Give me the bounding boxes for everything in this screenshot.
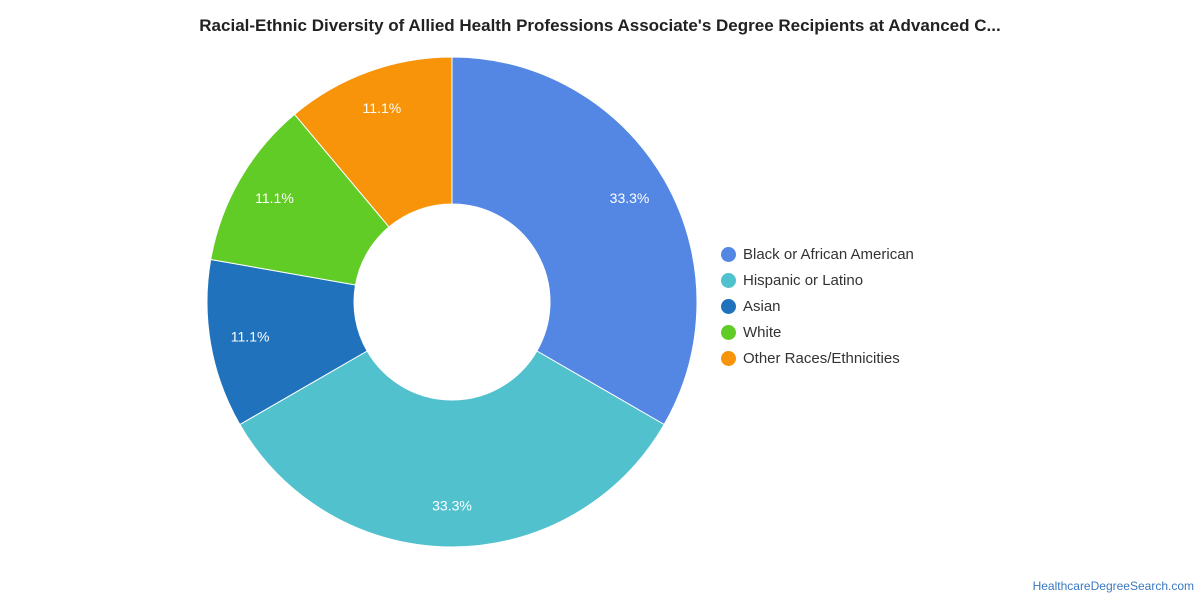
slice-data-label: 11.1% (231, 328, 270, 344)
legend-label: Hispanic or Latino (743, 271, 864, 289)
legend-swatch-icon (721, 324, 736, 340)
legend-label: Black or African American (743, 245, 914, 263)
slice-hispanic-or-latino[interactable] (239, 350, 665, 548)
legend-item[interactable]: Black or African American (721, 241, 914, 267)
slice-data-label: 11.1% (363, 100, 402, 116)
slice-black-or-african-american[interactable] (451, 56, 698, 426)
slice-data-label: 11.1% (255, 190, 294, 206)
legend-swatch-icon (721, 272, 736, 288)
chart-title: Racial-Ethnic Diversity of Allied Health… (199, 16, 1001, 35)
slice-white[interactable] (210, 113, 390, 286)
slice-other-races-ethnicities[interactable] (293, 56, 453, 228)
legend-item[interactable]: Other Races/Ethnicities (721, 345, 914, 371)
legend-swatch-icon (721, 298, 736, 314)
legend-label: White (743, 323, 782, 341)
legend-item[interactable]: Hispanic or Latino (721, 267, 914, 293)
legend-item[interactable]: Asian (721, 293, 914, 319)
source-link[interactable]: HealthcareDegreeSearch.com (1032, 579, 1194, 593)
legend-label: Asian (743, 297, 781, 315)
legend-swatch-icon (721, 350, 736, 366)
legend-swatch-icon (721, 246, 736, 262)
chart-legend: Black or African American Hispanic or Lat… (721, 241, 914, 371)
slice-asian[interactable] (206, 258, 368, 426)
legend-label: Other Races/Ethnicities (743, 349, 900, 367)
slice-data-label: 33.3% (610, 190, 650, 206)
slice-data-label: 33.3% (432, 498, 472, 514)
legend-item[interactable]: White (721, 319, 914, 345)
